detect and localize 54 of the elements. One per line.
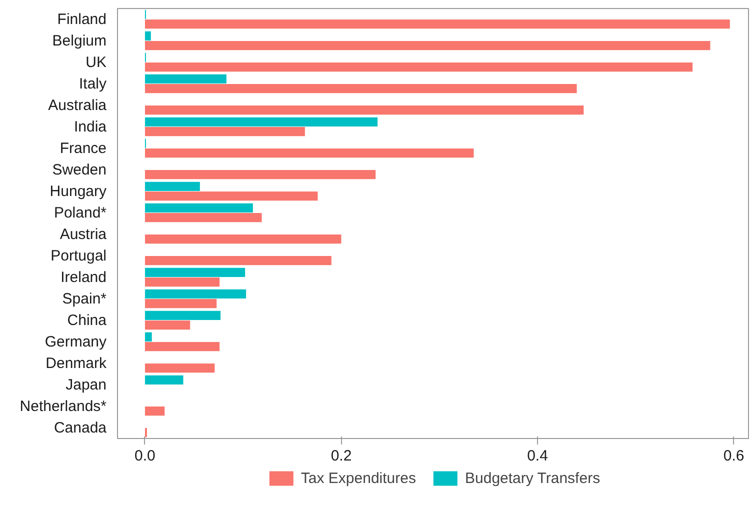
y-tick-label: Finland xyxy=(57,10,107,28)
bar xyxy=(144,289,246,299)
bar xyxy=(144,212,262,222)
x-tick-label: 0.4 xyxy=(527,448,548,464)
bar xyxy=(144,406,165,416)
bar xyxy=(144,84,577,94)
bar xyxy=(144,268,246,278)
bar xyxy=(144,363,215,373)
y-tick-label: Netherlands* xyxy=(20,398,107,415)
y-tick-label: Austria xyxy=(60,226,108,243)
bar xyxy=(144,170,376,180)
bar xyxy=(144,310,221,320)
bar xyxy=(144,19,730,29)
x-tick-label: 0.0 xyxy=(134,448,156,464)
bar xyxy=(144,126,305,136)
y-tick-label: Ireland xyxy=(60,268,107,286)
x-tick-label: 0.2 xyxy=(330,448,352,464)
y-tick-label: Poland* xyxy=(54,204,107,222)
bar xyxy=(144,298,217,308)
bar xyxy=(144,332,152,342)
bar xyxy=(144,40,710,50)
bar xyxy=(144,191,318,201)
bar xyxy=(144,342,220,352)
bar xyxy=(144,182,200,192)
y-tick-label: India xyxy=(74,118,108,136)
y-tick-label: Belgium xyxy=(52,32,107,50)
y-tick-label: France xyxy=(60,140,107,157)
y-tick-label: Hungary xyxy=(50,182,107,200)
bar xyxy=(144,256,332,266)
y-tick-label: Sweden xyxy=(52,161,107,178)
y-tick-label: Denmark xyxy=(46,354,107,372)
y-tick-label: Japan xyxy=(66,376,107,394)
bar xyxy=(144,234,342,244)
bar xyxy=(144,31,151,41)
y-tick-label: China xyxy=(67,312,108,329)
y-tick-label: Australia xyxy=(48,96,108,114)
bar xyxy=(144,375,184,385)
bar xyxy=(144,320,190,330)
y-tick-label: Spain* xyxy=(62,290,107,308)
bar xyxy=(144,203,253,213)
legend-label: Tax Expenditures xyxy=(300,470,416,486)
bar xyxy=(144,62,693,72)
y-tick-label: UK xyxy=(86,54,107,71)
bar xyxy=(144,148,474,158)
y-tick-label: Italy xyxy=(78,75,107,92)
y-tick-label: Germany xyxy=(44,333,107,350)
legend-label: Budgetary Transfers xyxy=(465,470,600,486)
y-tick-label: Canada xyxy=(54,419,108,436)
bar xyxy=(144,277,220,287)
y-tick-label: Portugal xyxy=(50,247,107,264)
x-tick-label: 0.6 xyxy=(723,448,744,464)
bar xyxy=(144,105,584,115)
bar xyxy=(144,117,378,127)
bar xyxy=(144,74,226,84)
